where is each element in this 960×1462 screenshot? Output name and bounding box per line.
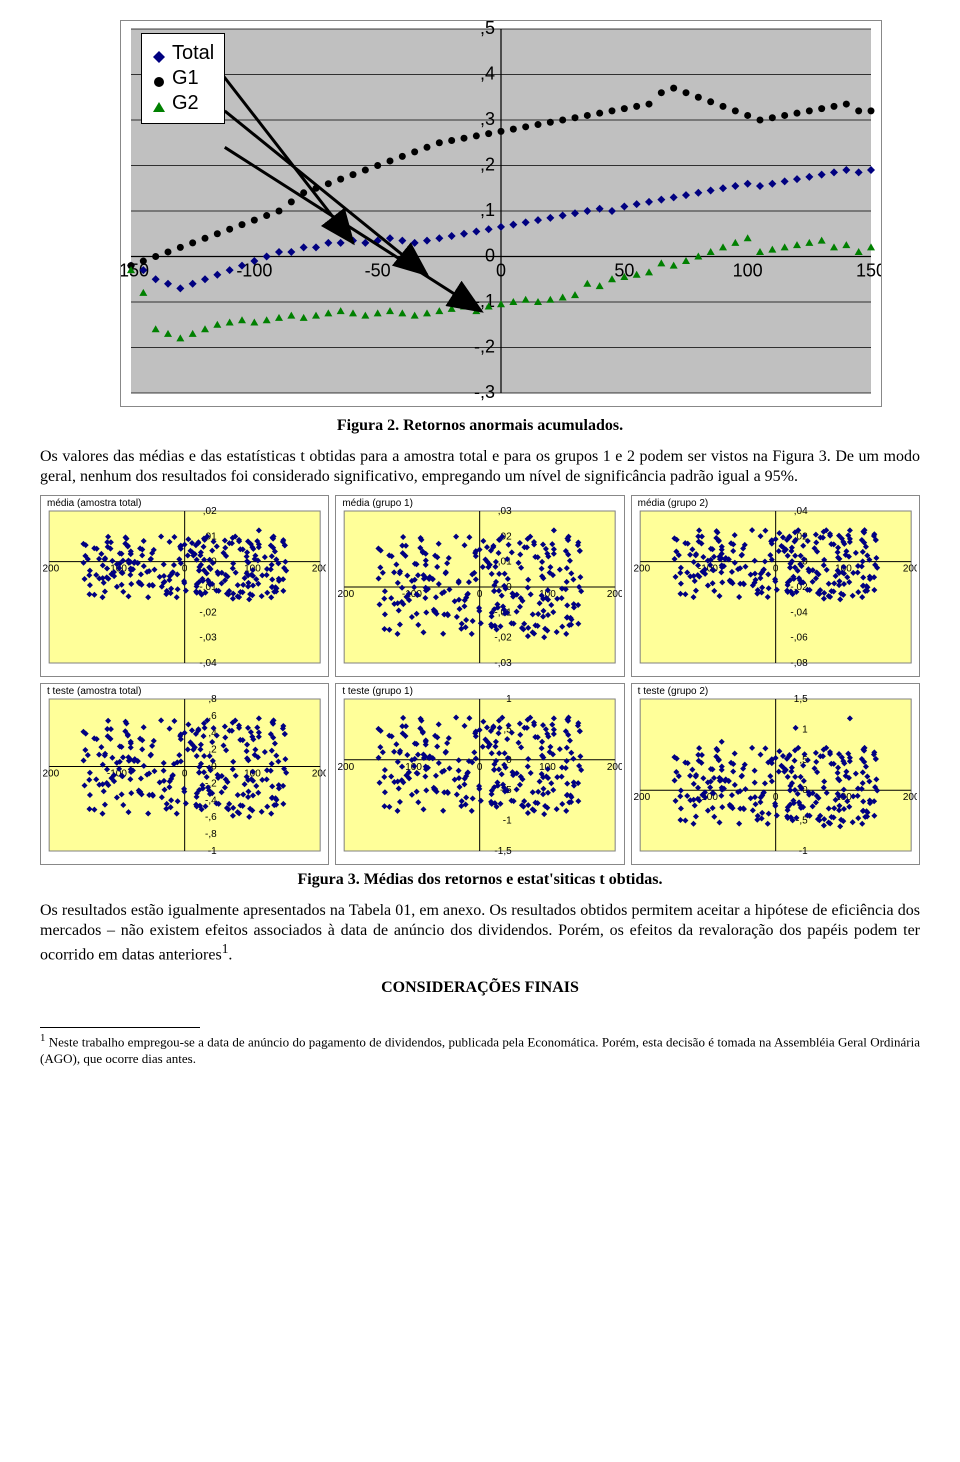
triangle-icon xyxy=(152,97,166,111)
legend-label: Total xyxy=(172,42,214,65)
paragraph-1: Os valores das médias e das estatísticas… xyxy=(40,447,920,487)
svg-text:-,03: -,03 xyxy=(199,633,217,644)
svg-text:-200: -200 xyxy=(338,589,355,600)
svg-text:200: 200 xyxy=(312,769,327,780)
svg-text:200: 200 xyxy=(902,792,917,803)
small-chart-title: t teste (amostra total) xyxy=(47,686,326,697)
diamond-icon xyxy=(152,47,166,61)
figure-2-chart: -,3-,2-,10,1,2,3,4,5-150-100-50050100150… xyxy=(120,20,882,407)
svg-text:0: 0 xyxy=(485,246,495,266)
svg-text:,3: ,3 xyxy=(480,109,495,129)
svg-text:200: 200 xyxy=(312,564,327,575)
svg-text:-200: -200 xyxy=(634,792,651,803)
section-heading: CONSIDERAÇÕES FINAIS xyxy=(40,979,920,997)
svg-text:,5: ,5 xyxy=(480,21,495,38)
small-charts-row-1: média (amostra total) ,02,010-,01-,02-,0… xyxy=(40,495,920,677)
small-charts-row-2: t teste (amostra total) ,8,6,4,20-,2-,4-… xyxy=(40,683,920,865)
svg-text:,2: ,2 xyxy=(480,155,495,175)
svg-text:-,6: -,6 xyxy=(205,812,217,823)
paragraph-2: Os resultados estão igualmente apresenta… xyxy=(40,901,920,965)
small-chart: média (grupo 2) ,04,020-,02-,04-,06-,08-… xyxy=(631,495,920,677)
legend-row-total: Total xyxy=(152,42,214,65)
small-chart: t teste (grupo 1) 1,50-,5-1-1,5-200-1000… xyxy=(335,683,624,865)
svg-text:-,02: -,02 xyxy=(495,633,513,644)
svg-text:,4: ,4 xyxy=(480,64,495,84)
svg-text:200: 200 xyxy=(607,762,622,773)
small-chart-title: média (grupo 1) xyxy=(342,498,621,509)
svg-text:-,04: -,04 xyxy=(199,658,217,669)
scatter-plot: ,04,020-,02-,04-,06-,08-200-1000100200 xyxy=(634,499,917,669)
small-chart-title: t teste (grupo 2) xyxy=(638,686,917,697)
footnote-text: Neste trabalho empregou-se a data de anú… xyxy=(40,1035,920,1066)
figure-2-svg: -,3-,2-,10,1,2,3,4,5-150-100-50050100150 xyxy=(121,21,881,401)
svg-text:-1: -1 xyxy=(503,816,512,827)
footnote-rule xyxy=(40,1027,200,1028)
scatter-plot: 1,51,50-,5-1-200-1000100200 xyxy=(634,687,917,857)
small-chart: t teste (grupo 2) 1,51,50-,5-1-200-10001… xyxy=(631,683,920,865)
circle-icon xyxy=(152,72,166,86)
svg-text:1: 1 xyxy=(802,724,808,735)
svg-text:-,8: -,8 xyxy=(205,829,217,840)
small-chart: t teste (amostra total) ,8,6,4,20-,2-,4-… xyxy=(40,683,329,865)
small-chart-title: média (grupo 2) xyxy=(638,498,917,509)
svg-text:-1,5: -1,5 xyxy=(495,846,513,857)
small-chart: média (grupo 1) ,03,02,010-,01-,02-,03-2… xyxy=(335,495,624,677)
figure-2-caption: Figura 2. Retornos anormais acumulados. xyxy=(40,417,920,435)
small-chart-title: t teste (grupo 1) xyxy=(342,686,621,697)
svg-text:200: 200 xyxy=(607,589,622,600)
legend-label: G2 xyxy=(172,92,199,115)
svg-text:,1: ,1 xyxy=(480,200,495,220)
legend-label: G1 xyxy=(172,67,199,90)
paragraph-2-tail: . xyxy=(228,946,232,963)
svg-text:-200: -200 xyxy=(43,564,60,575)
scatter-plot: ,8,6,4,20-,2-,4-,6-,8-1-200-1000100200 xyxy=(43,687,326,857)
svg-text:-,08: -,08 xyxy=(790,658,808,669)
svg-text:-200: -200 xyxy=(43,769,60,780)
svg-text:-,04: -,04 xyxy=(790,607,808,618)
scatter-plot: ,02,010-,01-,02-,03-,04-200-1000100200 xyxy=(43,499,326,669)
svg-text:-200: -200 xyxy=(634,564,651,575)
svg-text:-100: -100 xyxy=(402,762,422,773)
figure-2-legend: Total G1 G2 xyxy=(141,33,225,124)
svg-text:-,03: -,03 xyxy=(495,658,513,669)
scatter-plot: 1,50-,5-1-1,5-200-1000100200 xyxy=(338,687,621,857)
footnote: 1 Neste trabalho empregou-se a data de a… xyxy=(40,1032,920,1067)
svg-text:-1: -1 xyxy=(798,846,807,857)
svg-text:-,3: -,3 xyxy=(474,382,495,401)
svg-text:-,06: -,06 xyxy=(790,633,808,644)
legend-row-g2: G2 xyxy=(152,92,214,115)
svg-text:150: 150 xyxy=(856,261,881,281)
scatter-plot: ,03,02,010-,01-,02-,03-200-1000100200 xyxy=(338,499,621,669)
svg-text:,01: ,01 xyxy=(498,557,512,568)
svg-text:-,2: -,2 xyxy=(474,337,495,357)
svg-text:-1: -1 xyxy=(208,846,217,857)
figure-3-caption: Figura 3. Médias dos retornos e estat'si… xyxy=(40,871,920,889)
svg-text:-50: -50 xyxy=(365,261,391,281)
svg-text:100: 100 xyxy=(733,261,763,281)
svg-text:-,02: -,02 xyxy=(199,607,217,618)
svg-text:200: 200 xyxy=(902,564,917,575)
small-chart: média (amostra total) ,02,010-,01-,02-,0… xyxy=(40,495,329,677)
svg-text:-200: -200 xyxy=(338,762,355,773)
small-chart-title: média (amostra total) xyxy=(47,498,326,509)
paragraph-2-text: Os resultados estão igualmente apresenta… xyxy=(40,902,920,963)
legend-row-g1: G1 xyxy=(152,67,214,90)
